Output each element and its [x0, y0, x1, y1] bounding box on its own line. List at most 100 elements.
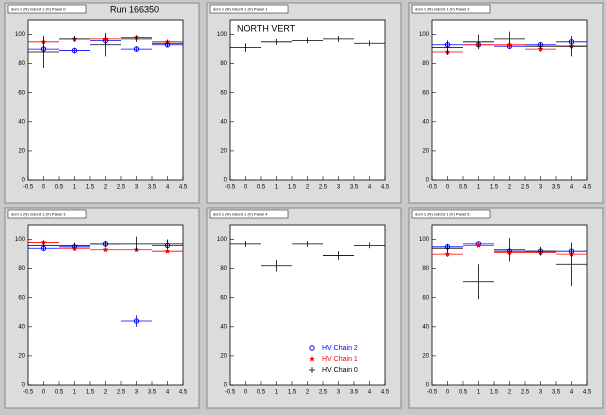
- x-tick-label: 3.5: [148, 185, 157, 191]
- x-tick-label: 3: [337, 185, 341, 191]
- x-tick-label: 0: [446, 185, 450, 191]
- legend-label: HV Chain 2: [322, 345, 358, 352]
- x-tick-label: -0.5: [225, 390, 236, 396]
- y-tick-label: 40: [18, 119, 25, 125]
- x-tick-label: 0.5: [55, 185, 64, 191]
- marker-circle: [309, 345, 315, 351]
- x-tick-label: 1: [73, 185, 77, 191]
- y-tick-label: 40: [422, 119, 429, 125]
- marker-star: [40, 239, 47, 245]
- x-tick-label: 1.5: [86, 390, 95, 396]
- panel-title: dom 1 (N) Gdord 1 (V) Panel 3: [11, 212, 66, 217]
- x-tick-label: 4: [166, 390, 170, 396]
- y-tick-label: 100: [419, 237, 430, 243]
- x-tick-label: 2.5: [521, 390, 530, 396]
- x-tick-label: 3: [539, 185, 543, 191]
- y-tick-label: 40: [220, 324, 227, 330]
- y-tick-label: 0: [224, 178, 228, 184]
- x-tick-label: 2: [104, 185, 108, 191]
- y-tick-label: 20: [422, 353, 429, 359]
- x-tick-label: 3.5: [148, 390, 157, 396]
- x-tick-label: 0: [42, 185, 46, 191]
- x-tick-label: 3.5: [552, 185, 561, 191]
- panel-title: dom 1 (N) Gdord 1 (V) Panel 2: [415, 7, 470, 12]
- y-tick-label: 80: [422, 266, 429, 272]
- x-tick-label: 4.5: [583, 390, 592, 396]
- x-tick-label: 0: [244, 185, 248, 191]
- x-tick-label: 4.5: [583, 185, 592, 191]
- y-tick-label: 60: [422, 90, 429, 96]
- x-tick-label: 4.5: [381, 185, 390, 191]
- x-tick-label: 0.5: [257, 390, 266, 396]
- x-tick-label: 1.5: [86, 185, 95, 191]
- y-tick-label: 100: [217, 32, 228, 38]
- x-tick-label: 4: [166, 185, 170, 191]
- x-tick-label: 2.5: [319, 185, 328, 191]
- y-tick-label: 100: [15, 237, 26, 243]
- x-tick-label: 1.5: [490, 185, 499, 191]
- y-tick-label: 60: [422, 295, 429, 301]
- x-tick-label: 2: [104, 390, 108, 396]
- annotation: NORTH VERT: [237, 23, 296, 33]
- panel: dom 1 (N) Gdord 1 (V) Panel 5-0.5 0 0.5 1 1.…: [408, 207, 604, 409]
- x-tick-label: 4: [570, 185, 574, 191]
- x-tick-label: 2.5: [319, 390, 328, 396]
- y-tick-label: 40: [18, 324, 25, 330]
- x-tick-label: 4: [368, 185, 372, 191]
- marker-circle: [133, 46, 140, 52]
- y-tick-label: 100: [419, 32, 430, 38]
- y-tick-label: 0: [426, 178, 430, 184]
- x-tick-label: 2.5: [117, 390, 126, 396]
- x-tick-label: 3: [135, 390, 139, 396]
- x-tick-label: 3.5: [350, 185, 359, 191]
- x-tick-label: -0.5: [427, 390, 438, 396]
- x-tick-label: 4.5: [381, 390, 390, 396]
- marker-star: [309, 356, 315, 362]
- y-tick-label: 100: [15, 32, 26, 38]
- y-tick-label: 20: [422, 148, 429, 154]
- x-tick-label: 1: [477, 390, 481, 396]
- title-box: [7, 4, 87, 14]
- x-tick-label: 1.5: [288, 390, 297, 396]
- x-tick-label: -0.5: [427, 185, 438, 191]
- x-tick-label: 1: [275, 390, 279, 396]
- y-tick-label: 60: [220, 90, 227, 96]
- panel: dom 1 (N) Gdord 1 (V) Panel 0-0.5 0 0.5 1 1.…: [4, 2, 200, 204]
- panel: dom 1 (N) Gdord 1 (V) Panel 1-0.5 0 0.5 1 1.…: [206, 2, 402, 204]
- legend-label: HV Chain 0: [322, 367, 358, 374]
- x-tick-label: 1.5: [490, 390, 499, 396]
- x-tick-label: 0: [446, 390, 450, 396]
- panel-title: dom 1 (N) Gdord 1 (V) Panel 4: [213, 212, 268, 217]
- y-tick-label: 0: [426, 383, 430, 389]
- x-tick-label: 0: [244, 390, 248, 396]
- x-tick-label: 3.5: [350, 390, 359, 396]
- x-tick-label: 1.5: [288, 185, 297, 191]
- x-tick-label: 2: [306, 390, 310, 396]
- frame: [229, 19, 386, 181]
- x-tick-label: -0.5: [23, 390, 34, 396]
- y-tick-label: 20: [220, 353, 227, 359]
- y-tick-label: 40: [220, 119, 227, 125]
- x-tick-label: 1: [477, 185, 481, 191]
- y-tick-label: 80: [18, 266, 25, 272]
- x-tick-label: 2: [508, 390, 512, 396]
- title-box: [209, 209, 289, 219]
- x-tick-label: 0.5: [257, 185, 266, 191]
- x-tick-label: 3: [539, 390, 543, 396]
- x-tick-label: 0.5: [459, 390, 468, 396]
- title-box: [209, 4, 289, 14]
- panel-title: dom 1 (N) Gdord 1 (V) Panel 1: [213, 7, 268, 12]
- panel-title: dom 1 (N) Gdord 1 (V) Panel 0: [11, 7, 66, 12]
- y-tick-label: 60: [220, 295, 227, 301]
- x-tick-label: 3: [135, 185, 139, 191]
- y-tick-label: 0: [22, 383, 26, 389]
- panel: dom 1 (N) Gdord 1 (V) Panel 2-0.5 0 0.5 1 1.…: [408, 2, 604, 204]
- y-tick-label: 80: [220, 266, 227, 272]
- y-tick-label: 60: [18, 295, 25, 301]
- y-tick-label: 80: [220, 61, 227, 67]
- marker-star: [444, 251, 451, 257]
- panel: dom 1 (N) Gdord 1 (V) Panel 3-0.5 0 0.5 1 1.…: [4, 207, 200, 409]
- y-tick-label: 80: [422, 61, 429, 67]
- marker-star: [164, 248, 171, 254]
